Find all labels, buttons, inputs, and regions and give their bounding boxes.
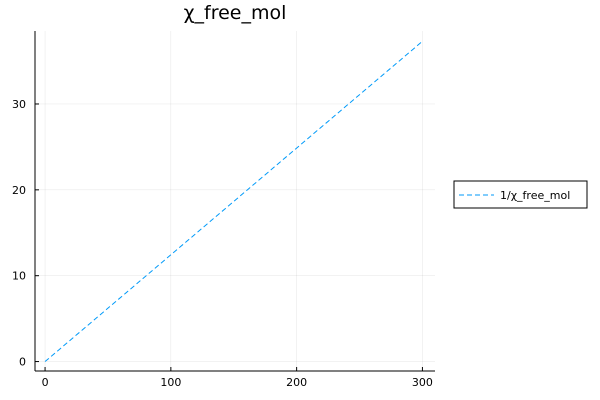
plot-area	[44, 40, 423, 362]
series-line	[44, 40, 423, 362]
legend-label: 1/χ_free_mol	[500, 189, 570, 202]
axes: 0 100 200 300 0 10 20 30	[12, 31, 435, 389]
grid	[35, 31, 435, 371]
x-tick-label: 200	[286, 376, 307, 389]
y-tick-label: 30	[12, 98, 26, 111]
y-tick-label: 10	[12, 270, 26, 283]
y-tick-label: 20	[12, 184, 26, 197]
legend: 1/χ_free_mol	[453, 180, 588, 209]
chart-title: χ_free_mol	[184, 2, 287, 24]
x-tick-label: 0	[42, 376, 49, 389]
y-tick-label: 0	[19, 356, 26, 369]
x-tick-label: 100	[160, 376, 181, 389]
x-tick-label: 300	[412, 376, 433, 389]
